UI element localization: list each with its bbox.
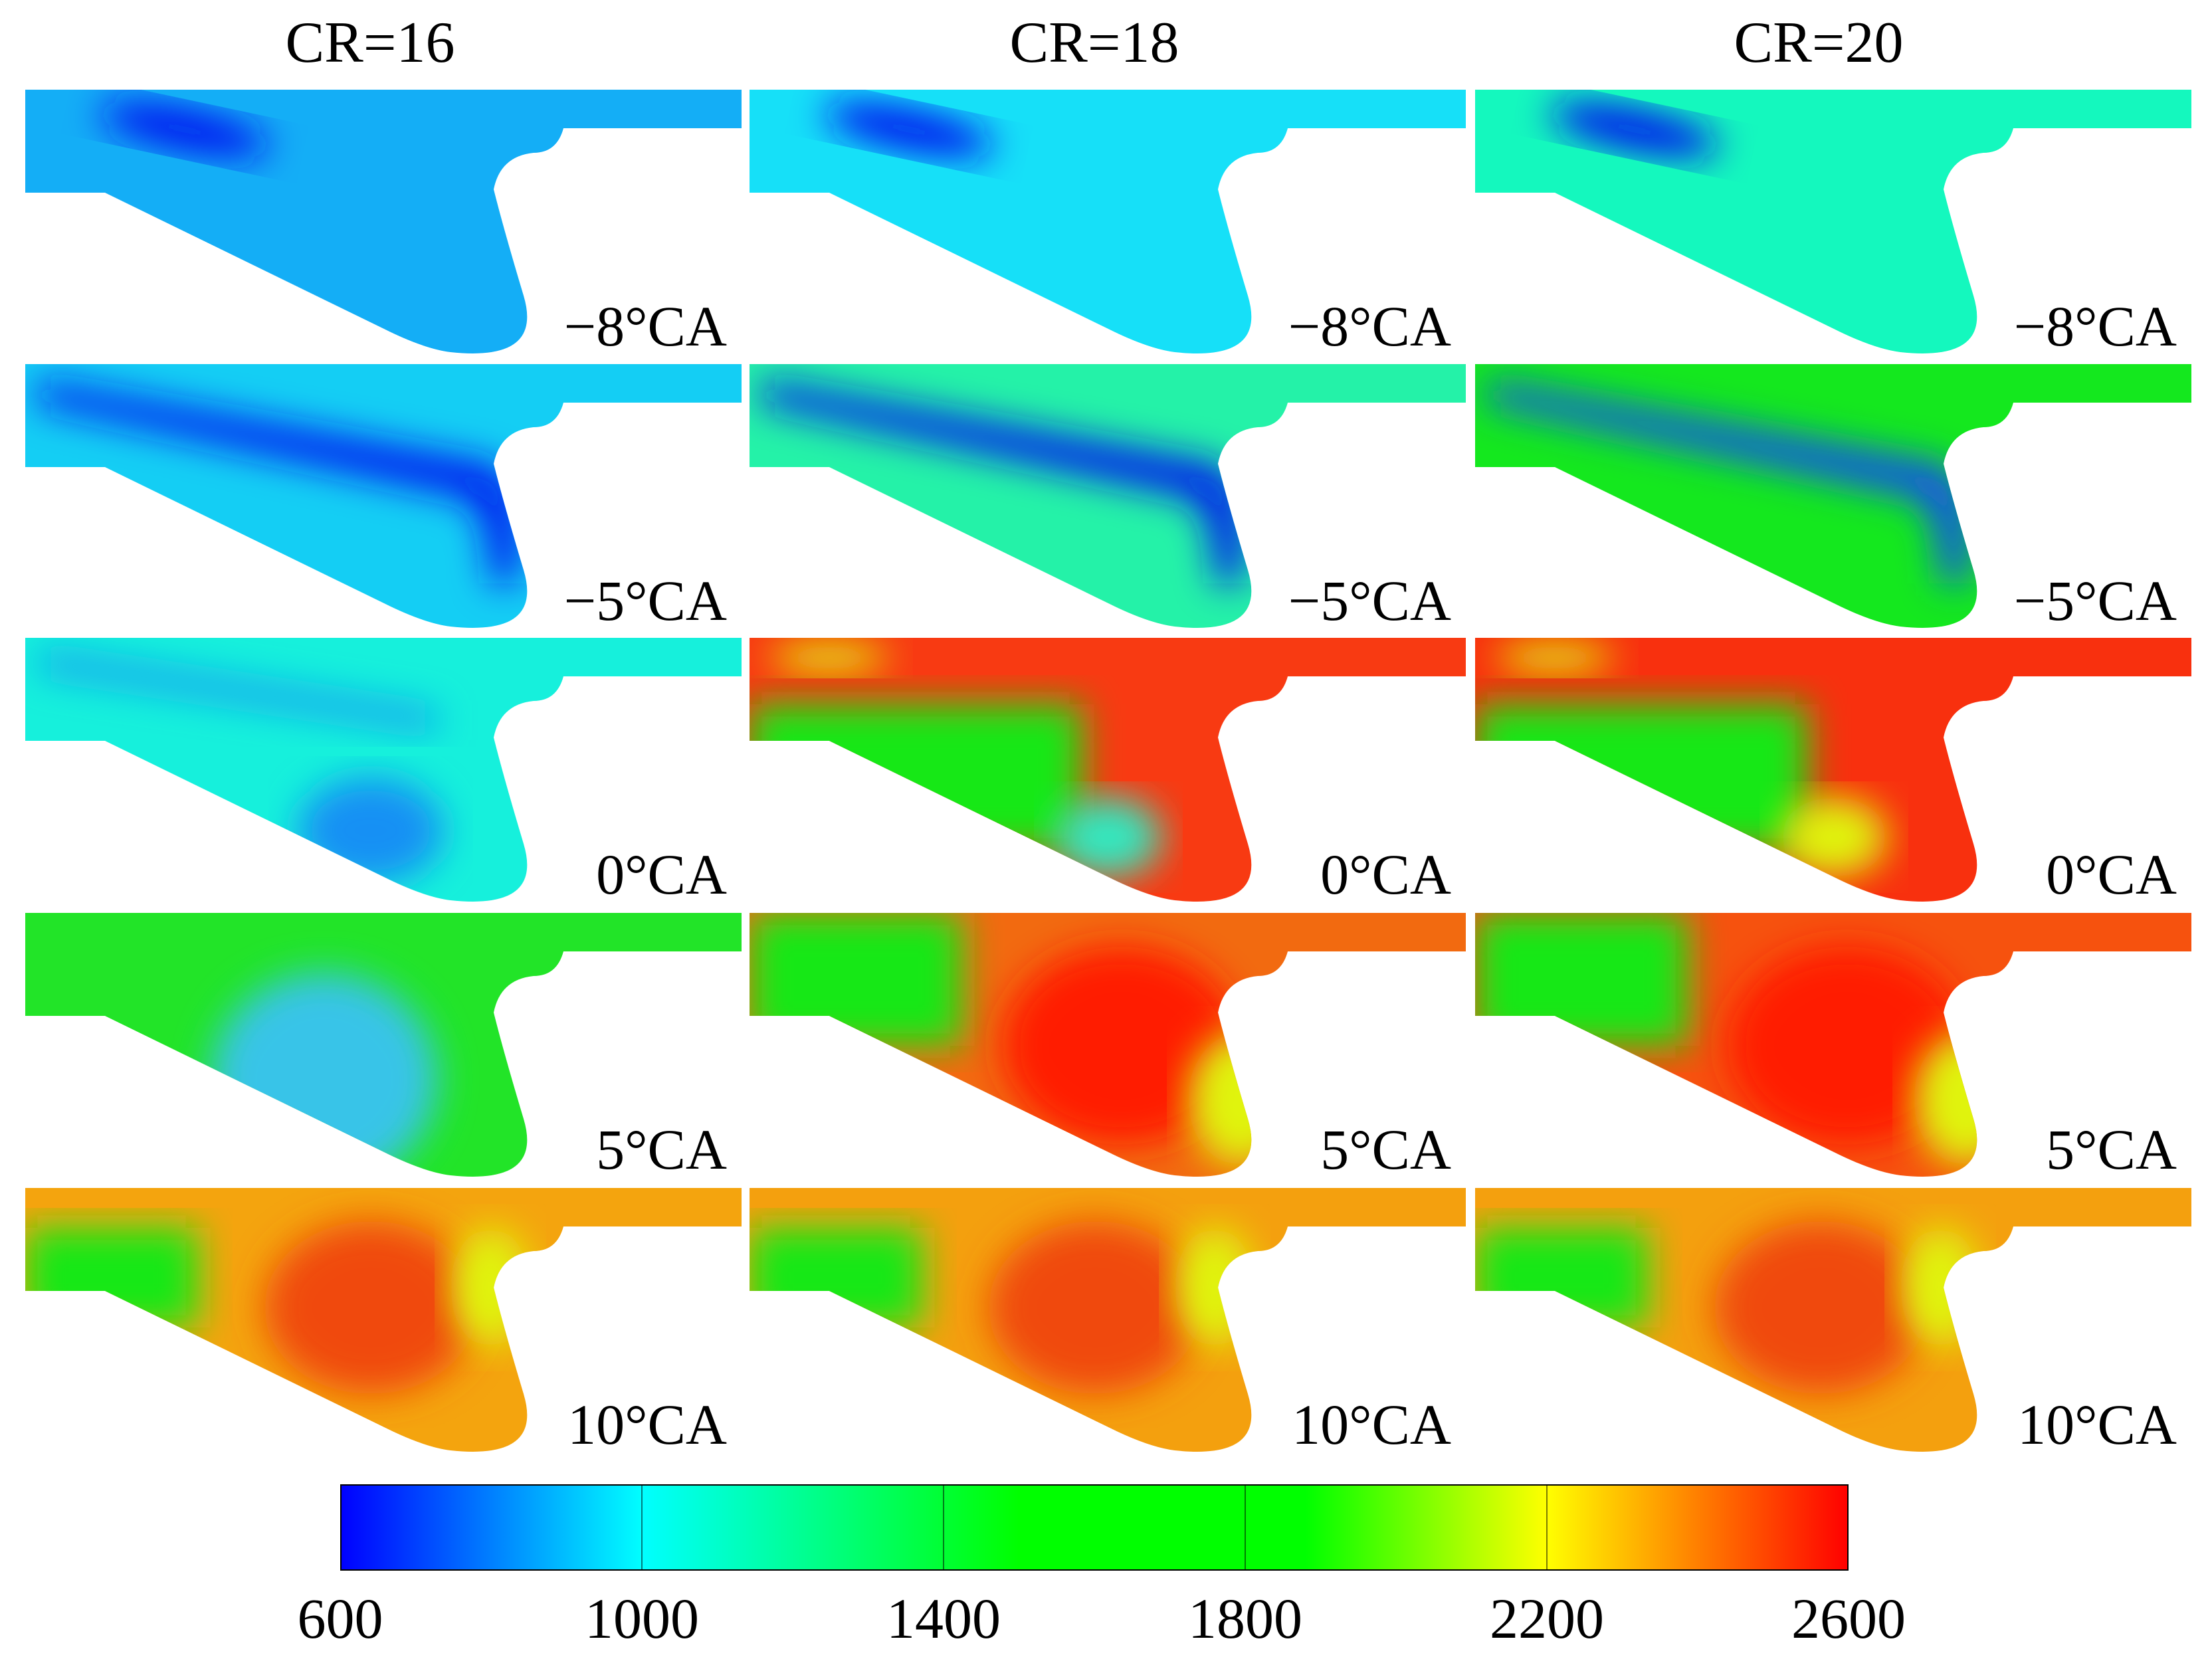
crank-angle-label: 5°CA <box>2046 1118 2177 1181</box>
contour-field <box>25 913 742 1177</box>
crank-angle-label: 5°CA <box>596 1118 727 1181</box>
contour-field <box>750 1188 1466 1452</box>
contour-cell-cr18-row1: −8°CA <box>750 90 1466 362</box>
contour-field <box>1475 364 2191 628</box>
contour-cell-cr18-row3: 0°CA <box>750 638 1466 910</box>
contour-cell-cr20-row1: −8°CA <box>1475 90 2191 362</box>
contour-field <box>1475 90 2191 353</box>
crank-angle-label: 5°CA <box>1320 1118 1451 1181</box>
crank-angle-label: 10°CA <box>1292 1393 1451 1456</box>
contour-cell-cr18-row4: 5°CA <box>750 913 1466 1185</box>
crank-angle-label: −8°CA <box>563 294 727 358</box>
column-header-cr20: CR=20 <box>1734 11 1904 75</box>
crank-angle-label: 10°CA <box>567 1393 727 1456</box>
contour-field <box>25 638 742 902</box>
contour-cell-cr16-row5: 10°CA <box>25 1188 742 1460</box>
crank-angle-label: 10°CA <box>2017 1393 2177 1456</box>
contour-field <box>750 90 1466 353</box>
contour-field <box>750 638 1466 902</box>
colorbar-tick-label: 600 <box>297 1587 383 1650</box>
contour-field <box>750 364 1466 628</box>
column-header-cr16: CR=16 <box>285 11 455 75</box>
colorbar-tick-label: 1400 <box>886 1587 1001 1650</box>
contour-field <box>25 1188 742 1452</box>
crank-angle-label: 0°CA <box>1320 842 1451 906</box>
contour-cell-cr16-row4: 5°CA <box>25 913 742 1185</box>
crank-angle-label: −5°CA <box>563 569 727 633</box>
contour-cell-cr18-row2: −5°CA <box>750 364 1466 637</box>
crank-angle-label: −5°CA <box>2013 569 2177 633</box>
contour-field <box>25 90 742 353</box>
crank-angle-label: −8°CA <box>1288 294 1451 358</box>
temperature-colorbar <box>340 1484 1849 1571</box>
crank-angle-label: 0°CA <box>2046 842 2177 906</box>
contour-field <box>1475 913 2191 1177</box>
column-header-cr18: CR=18 <box>1009 11 1179 75</box>
crank-angle-label: −8°CA <box>2013 294 2177 358</box>
colorbar-tick-label: 1000 <box>585 1587 699 1650</box>
contour-field <box>750 913 1466 1177</box>
contour-cell-cr16-row2: −5°CA <box>25 364 742 637</box>
contour-field <box>1475 1188 2191 1452</box>
crank-angle-label: −5°CA <box>1288 569 1451 633</box>
contour-cell-cr20-row3: 0°CA <box>1475 638 2191 910</box>
contour-cell-cr20-row2: −5°CA <box>1475 364 2191 637</box>
contour-cell-cr20-row5: 10°CA <box>1475 1188 2191 1460</box>
colorbar-tick-labels: 600 1000 1400 1800 2200 2600 <box>0 1585 2212 1658</box>
contour-field <box>1475 638 2191 902</box>
contour-field <box>25 364 742 628</box>
colorbar-tick-label: 2200 <box>1490 1587 1604 1650</box>
contour-cell-cr20-row4: 5°CA <box>1475 913 2191 1185</box>
contour-cell-cr16-row3: 0°CA <box>25 638 742 910</box>
contour-cell-cr18-row5: 10°CA <box>750 1188 1466 1460</box>
crank-angle-label: 0°CA <box>596 842 727 906</box>
contour-cell-cr16-row1: −8°CA <box>25 90 742 362</box>
colorbar-tick-label: 1800 <box>1188 1587 1302 1650</box>
colorbar-tick-label: 2600 <box>1791 1587 1906 1650</box>
